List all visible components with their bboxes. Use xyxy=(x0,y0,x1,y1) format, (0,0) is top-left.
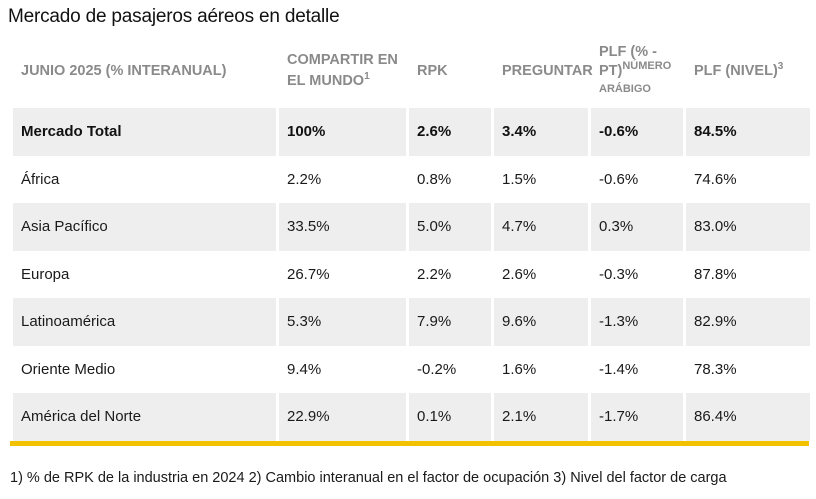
cell-plf-level: 87.8% xyxy=(694,265,737,283)
page-title: Mercado de pasajeros aéreos en detalle xyxy=(8,6,340,27)
cell-plf-level: 83.0% xyxy=(686,203,810,251)
cell-share: 5.3% xyxy=(279,298,406,346)
cell-ask: 1.6% xyxy=(502,360,537,378)
cell-rpk: 0.1% xyxy=(409,393,491,441)
table-header-row: JUNIO 2025 (% INTERANUAL) COMPARTIR EN E… xyxy=(13,38,810,106)
cell-plf-pt: -0.3% xyxy=(599,265,639,283)
cell-ask: 2.6% xyxy=(502,265,537,283)
table-row: Europa 26.7% 2.2% 2.6% -0.3% 87.8% xyxy=(13,251,810,299)
cell-ask: 9.6% xyxy=(494,298,588,346)
table-row: Asia Pacífico 33.5% 5.0% 4.7% 0.3% 83.0% xyxy=(13,203,810,251)
cell-rpk: 7.9% xyxy=(409,298,491,346)
header-region: JUNIO 2025 (% INTERANUAL) xyxy=(13,38,276,106)
cell-ask: 1.5% xyxy=(502,170,537,188)
header-ask: PREGUNTAR xyxy=(494,38,593,106)
header-plf-pt: PLF (% - PT)NÚMERO ARÁBIGO xyxy=(591,38,683,106)
cell-region: América del Norte xyxy=(13,393,276,441)
header-plf-level: PLF (NIVEL)3 xyxy=(686,38,810,106)
cell-region: Mercado Total xyxy=(13,106,276,156)
cell-region: Oriente Medio xyxy=(21,360,116,378)
cell-plf-pt: -0.6% xyxy=(599,170,639,188)
cell-plf-level: 86.4% xyxy=(686,393,810,441)
cell-plf-pt: 0.3% xyxy=(591,203,683,251)
table-row: Oriente Medio 9.4% -0.2% 1.6% -1.4% 78.3… xyxy=(13,346,810,394)
table-row: Mercado Total 100% 2.6% 3.4% -0.6% 84.5% xyxy=(13,106,810,156)
cell-share: 9.4% xyxy=(287,360,322,378)
cell-plf-pt: -1.3% xyxy=(591,298,683,346)
table-row: Latinoamérica 5.3% 7.9% 9.6% -1.3% 82.9% xyxy=(13,298,810,346)
cell-rpk: 2.6% xyxy=(409,106,491,156)
passenger-market-table: JUNIO 2025 (% INTERANUAL) COMPARTIR EN E… xyxy=(10,38,813,441)
cell-share: 33.5% xyxy=(279,203,406,251)
header-rpk: RPK xyxy=(409,38,491,106)
cell-region: África xyxy=(21,170,60,188)
cell-rpk: -0.2% xyxy=(417,360,457,378)
cell-ask: 4.7% xyxy=(494,203,588,251)
cell-rpk: 0.8% xyxy=(417,170,452,188)
accent-divider xyxy=(10,441,809,446)
header-world-share: COMPARTIR EN EL MUNDO1 xyxy=(279,38,406,106)
cell-plf-pt: -1.4% xyxy=(599,360,639,378)
table-row: América del Norte 22.9% 0.1% 2.1% -1.7% … xyxy=(13,393,810,441)
cell-share: 2.2% xyxy=(287,170,322,188)
cell-region: Latinoamérica xyxy=(13,298,276,346)
cell-rpk: 5.0% xyxy=(409,203,491,251)
footnote: 1) % de RPK de la industria en 2024 2) C… xyxy=(10,470,727,486)
cell-rpk: 2.2% xyxy=(417,265,452,283)
table-row: África 2.2% 0.8% 1.5% -0.6% 74.6% xyxy=(13,156,810,204)
cell-share: 26.7% xyxy=(287,265,330,283)
cell-plf-level: 84.5% xyxy=(686,106,810,156)
cell-plf-level: 74.6% xyxy=(694,170,737,188)
cell-share: 22.9% xyxy=(279,393,406,441)
cell-ask: 2.1% xyxy=(494,393,588,441)
cell-region: Europa xyxy=(21,265,70,283)
cell-region: Asia Pacífico xyxy=(13,203,276,251)
cell-plf-level: 78.3% xyxy=(694,360,737,378)
cell-plf-pt: -0.6% xyxy=(591,106,683,156)
cell-plf-pt: -1.7% xyxy=(591,393,683,441)
cell-ask: 3.4% xyxy=(494,106,588,156)
cell-share: 100% xyxy=(279,106,406,156)
cell-plf-level: 82.9% xyxy=(686,298,810,346)
